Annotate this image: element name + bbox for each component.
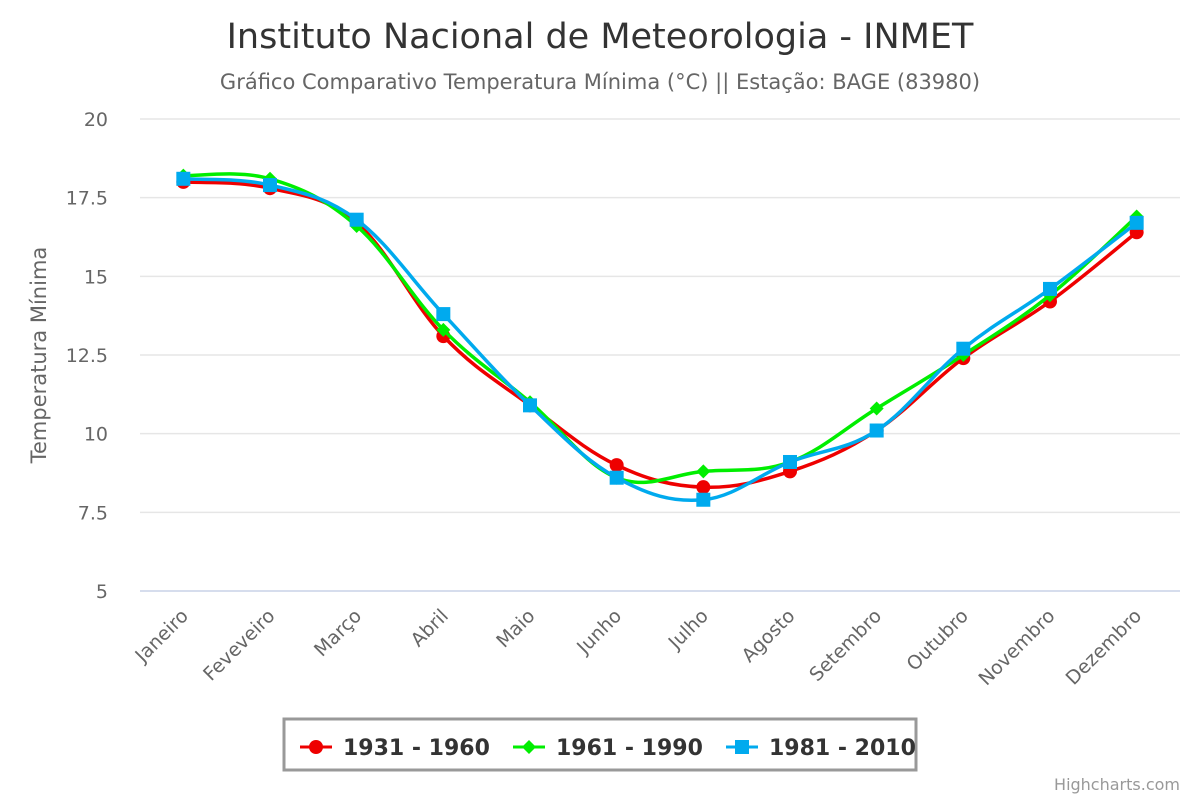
data-point bbox=[1129, 215, 1144, 230]
series-group bbox=[176, 171, 1144, 507]
legend-label: 1961 - 1990 bbox=[556, 736, 703, 761]
data-point bbox=[869, 423, 884, 438]
y-tick-label: 7.5 bbox=[78, 502, 108, 524]
y-tick-label: 20 bbox=[84, 109, 108, 131]
data-point bbox=[263, 178, 277, 193]
y-axis-label: Temperatura Mínima bbox=[27, 247, 51, 465]
x-tick-label: Dezembro bbox=[1062, 605, 1147, 690]
data-point bbox=[696, 464, 711, 479]
data-point bbox=[436, 322, 451, 337]
legend-item[interactable]: 1931 - 1960 bbox=[300, 736, 490, 761]
x-tick-label: Maio bbox=[492, 605, 539, 652]
legend-item[interactable]: 1961 - 1990 bbox=[513, 736, 703, 761]
y-tick-label: 5 bbox=[96, 581, 108, 603]
data-point bbox=[956, 341, 971, 356]
legend-marker bbox=[735, 740, 749, 754]
y-tick-label: 10 bbox=[84, 424, 108, 446]
y-tick-label: 15 bbox=[84, 266, 108, 288]
chart-subtitle: Gráfico Comparativo Temperatura Mínima (… bbox=[220, 70, 980, 95]
credits-link[interactable]: Highcharts.com bbox=[1054, 775, 1180, 794]
legend: 1931 - 1960 1961 - 1990 1981 - 2010 bbox=[282, 717, 918, 772]
data-point bbox=[783, 454, 797, 469]
data-point bbox=[1043, 281, 1057, 296]
legend-label: 1931 - 1960 bbox=[343, 736, 490, 761]
legend-item[interactable]: 1981 - 2010 bbox=[726, 736, 916, 761]
x-tick-label: Novembro bbox=[974, 605, 1059, 690]
series bbox=[176, 168, 1144, 507]
data-point bbox=[696, 480, 711, 495]
y-tick-label: 17.5 bbox=[66, 188, 108, 210]
legend-marker bbox=[522, 740, 536, 754]
x-tick-label: Feveveiro bbox=[199, 605, 279, 685]
series-group bbox=[176, 168, 1144, 485]
data-point bbox=[869, 401, 884, 416]
x-tick-label: Janeiro bbox=[130, 605, 192, 667]
x-tick-label: Abril bbox=[407, 605, 453, 651]
legend-marker bbox=[309, 740, 323, 754]
x-tick-label: Março bbox=[310, 605, 366, 661]
data-point bbox=[609, 458, 624, 473]
data-point bbox=[176, 171, 191, 186]
legend-label: 1981 - 2010 bbox=[769, 736, 916, 761]
data-point bbox=[609, 470, 624, 485]
data-point bbox=[436, 307, 451, 322]
x-tick-label: Junho bbox=[572, 605, 626, 659]
series-group bbox=[176, 174, 1144, 495]
data-point bbox=[523, 398, 537, 413]
x-tick-label: Setembro bbox=[805, 605, 886, 686]
x-tick-label: Julho bbox=[664, 605, 713, 654]
legend-box bbox=[282, 717, 918, 772]
chart-title: Instituto Nacional de Meteorologia - INM… bbox=[227, 17, 974, 57]
data-point bbox=[696, 492, 711, 507]
x-tick-label: Agosto bbox=[738, 605, 800, 667]
x-tick-label: Outubro bbox=[902, 605, 972, 675]
y-tick-label: 12.5 bbox=[66, 345, 108, 367]
y-axis-ticks: 5 7.5 10 12.5 15 17.5 20 bbox=[66, 109, 108, 603]
x-axis-ticks: Janeiro Feveveiro Março Abril Maio Junho Julho… bbox=[130, 605, 1146, 690]
data-point bbox=[349, 212, 364, 227]
